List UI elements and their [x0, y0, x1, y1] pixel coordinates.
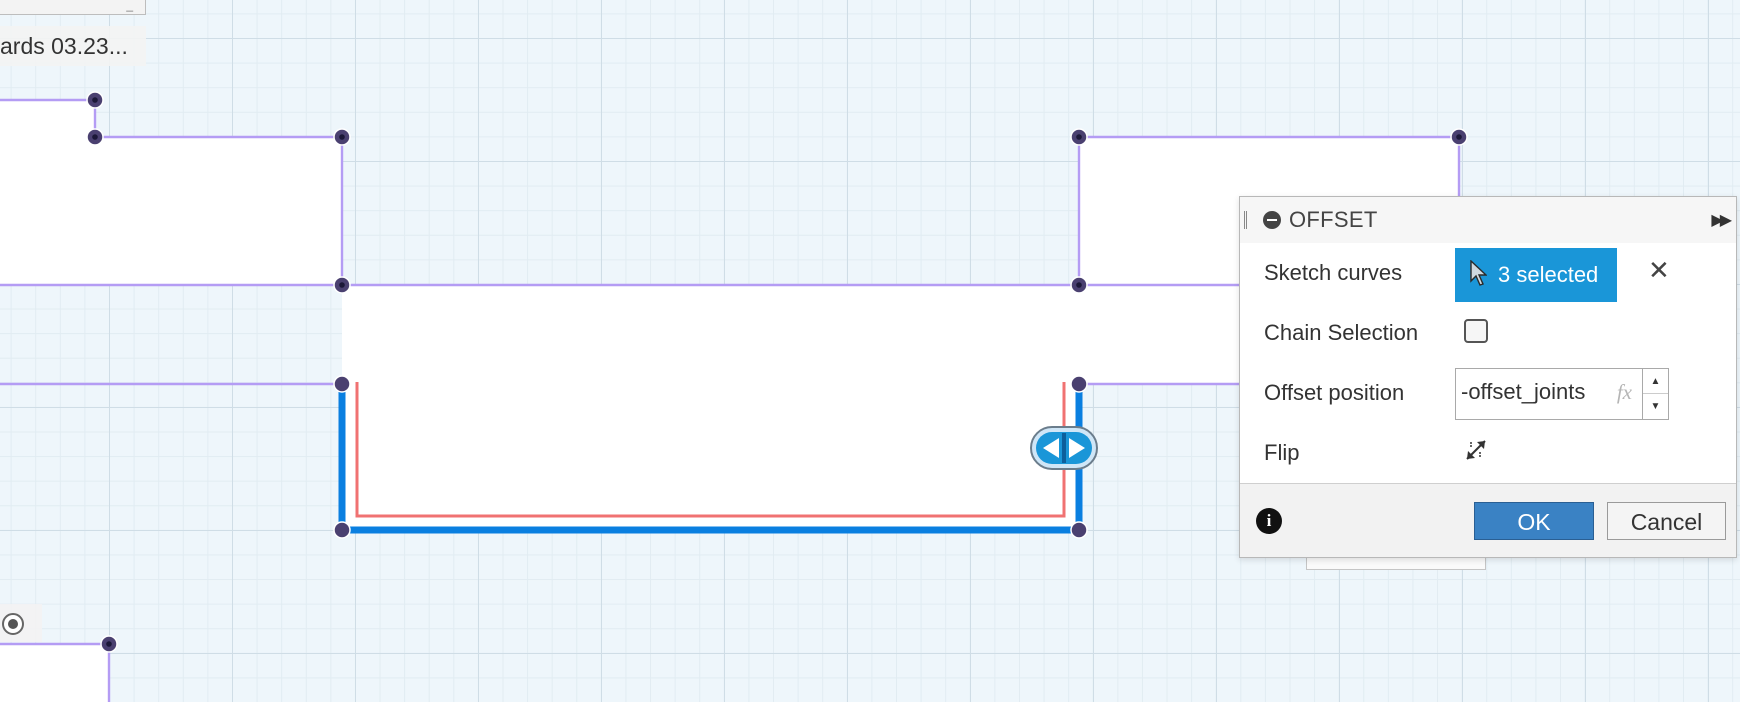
spinner-up-icon[interactable]: ▲	[1643, 369, 1668, 394]
offset-drag-handle-icon[interactable]	[1030, 426, 1098, 470]
flip-icon[interactable]	[1462, 436, 1490, 464]
cancel-button[interactable]: Cancel	[1607, 502, 1726, 540]
chain-selection-checkbox[interactable]	[1464, 319, 1488, 343]
underlying-scroll-slider[interactable]	[1306, 558, 1486, 570]
dialog-header[interactable]: OFFSET ▶▶	[1240, 197, 1736, 244]
sketch-point	[1070, 521, 1088, 539]
chain-selection-label: Chain Selection	[1264, 320, 1419, 345]
flip-label: Flip	[1264, 440, 1300, 465]
selection-count: 3 selected	[1498, 262, 1599, 287]
dialog-footer: i OK Cancel	[1240, 484, 1736, 557]
radio-button-icon[interactable]	[2, 613, 24, 635]
profile-fill	[0, 100, 95, 137]
offset-position-field[interactable]: fx	[1455, 368, 1643, 420]
tab-control[interactable]: _	[126, 0, 133, 12]
profile-fill	[342, 384, 1079, 530]
sketch-line[interactable]	[1077, 135, 1461, 285]
offset-position-input[interactable]	[1461, 379, 1609, 405]
sketch-point	[333, 375, 351, 393]
drag-grip-icon[interactable]	[1244, 211, 1247, 229]
document-tab-frame[interactable]: _	[0, 0, 146, 15]
document-name-label[interactable]: ards 03.23...	[0, 26, 146, 66]
close-icon[interactable]: ✕	[1648, 255, 1670, 285]
sketch-points[interactable]	[86, 91, 1468, 653]
view-radio-widget[interactable]	[0, 604, 42, 642]
sketch-point	[1070, 375, 1088, 393]
fx-icon[interactable]: fx	[1616, 380, 1632, 404]
offset-dialog: OFFSET ▶▶ Sketch curves 3 selected ✕ Cha…	[1239, 196, 1737, 558]
offset-position-label: Offset position	[1264, 380, 1405, 405]
dialog-title: OFFSET	[1289, 207, 1378, 232]
sketch-curves-selection-button[interactable]: 3 selected	[1455, 248, 1617, 302]
profile-fill	[0, 137, 342, 285]
offset-position-spinner[interactable]: ▲ ▼	[1643, 368, 1669, 420]
ok-button[interactable]: OK	[1474, 502, 1594, 540]
dialog-body: Sketch curves 3 selected ✕ Chain Selecti…	[1240, 243, 1736, 484]
spinner-down-icon[interactable]: ▼	[1650, 401, 1661, 412]
sketch-point	[333, 521, 351, 539]
double-arrow-right-icon[interactable]: ▶▶	[1711, 212, 1732, 229]
minus-circle-icon[interactable]	[1263, 211, 1281, 229]
profile-fill	[0, 644, 109, 702]
info-icon[interactable]: i	[1256, 508, 1282, 534]
sketch-curves-label: Sketch curves	[1264, 260, 1403, 285]
cursor-icon	[1470, 260, 1487, 286]
